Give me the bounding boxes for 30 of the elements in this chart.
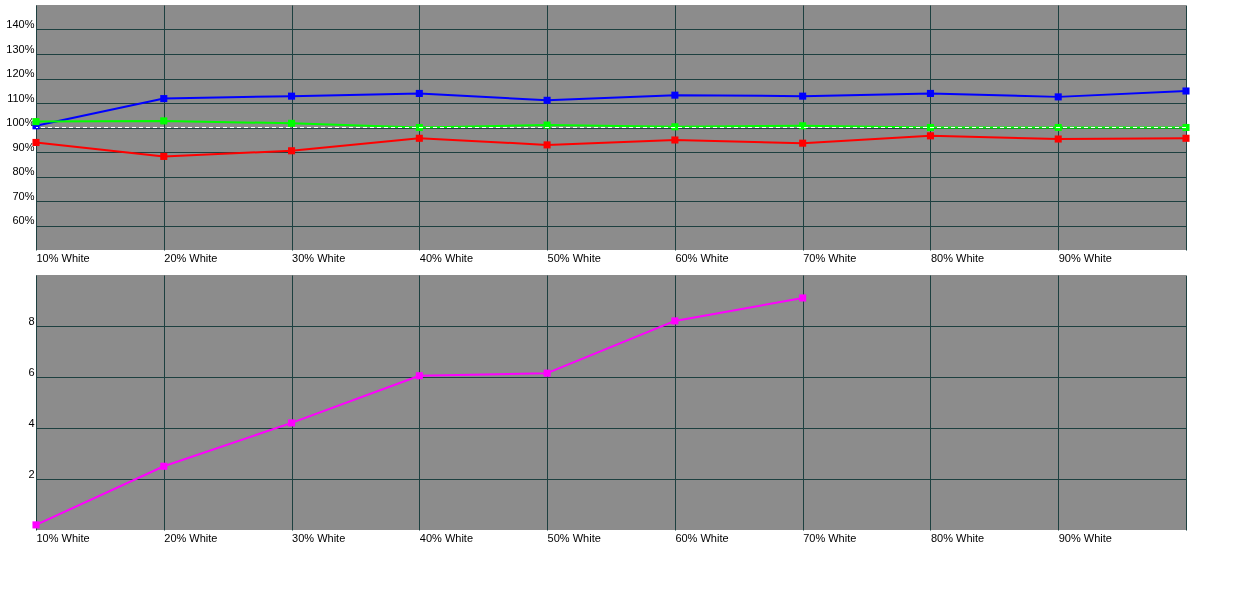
x-tick-label: 80% White [930,251,985,264]
x-tick-label: 70% White [803,531,857,544]
y-tick-label: 60% [12,214,35,226]
y-tick-label: 110% [7,91,35,104]
x-tick-label: 60% White [675,251,729,264]
x-tick-label: 50% White [547,251,601,264]
y-tick-label: 70% [12,189,35,202]
x-tick-label: 80% White [930,531,985,544]
y-tick-label: 120% [6,67,35,79]
y-tick-label: 6 [28,365,35,378]
y-tick-label: 90% [12,140,35,153]
x-tick-label: 10% White [36,251,90,264]
x-tick-label: 90% White [1058,251,1112,264]
y-tick-label: 130% [6,42,35,55]
x-tick-label: 10% White [36,531,90,544]
x-tick-label: 50% White [547,531,601,544]
x-tick-label: 60% White [675,531,729,544]
y-tick-label: 2 [28,467,35,480]
x-tick-label: 30% White [292,251,346,264]
x-tick-label: 40% White [419,251,474,264]
x-tick-label: 20% White [164,531,218,544]
y-tick-label: 4 [28,416,35,429]
x-tick-label: 70% White [803,251,857,264]
x-tick-label: 40% White [419,531,474,544]
y-tick-label: 80% [12,165,35,177]
x-tick-label: 90% White [1058,531,1112,544]
y-tick-label: 140% [6,18,35,30]
x-tick-label: 20% White [164,251,218,264]
y-tick-label: 8 [28,314,35,327]
x-tick-label: 30% White [292,531,346,544]
